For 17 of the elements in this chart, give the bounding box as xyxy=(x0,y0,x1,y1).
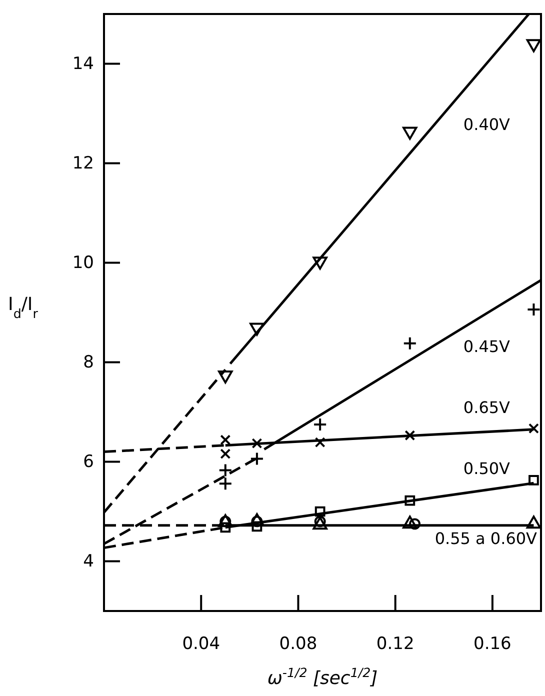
y-axis-title: I$_{d}$/I$_{r}$ xyxy=(8,294,39,320)
x-axis-title: ω$^{-1/2}$ [sec$^{1/2}$] xyxy=(267,664,378,689)
y-tick-label: 6 xyxy=(83,452,94,472)
x-tick-label: 0.12 xyxy=(376,634,414,654)
y-tick-label: 4 xyxy=(83,552,94,572)
y-tick-label: 14 xyxy=(72,54,94,74)
x-tick-label: 0.16 xyxy=(474,634,512,654)
annotation: 0.40V xyxy=(463,115,510,134)
x-tick-label: 0.04 xyxy=(182,634,220,654)
annotation: 0.55 a 0.60V xyxy=(434,529,538,548)
y-tick-label: 8 xyxy=(83,352,94,373)
y-tick-label: 12 xyxy=(72,154,94,174)
annotation: 0.45V xyxy=(463,337,510,356)
annotation: 0.65V xyxy=(463,398,510,417)
x-tick-label: 0.08 xyxy=(279,634,318,654)
y-tick-label: 10 xyxy=(72,253,94,274)
annotation: 0.50V xyxy=(463,459,510,478)
